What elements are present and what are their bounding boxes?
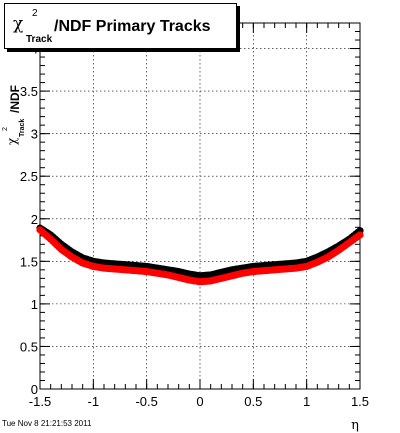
y-tick-label: 2 xyxy=(31,212,38,227)
y-axis-title-rest: /NDF xyxy=(8,85,22,113)
axis-ticks xyxy=(39,22,361,390)
data-markers xyxy=(36,224,364,286)
y-axis-title-subscript: Track xyxy=(19,119,26,137)
title-superscript: 2 xyxy=(32,8,38,19)
timestamp-footer: Tue Nov 8 21:21:53 2011 xyxy=(2,419,92,428)
chart-title-box: χ 2 Track /NDF Primary Tracks xyxy=(4,3,237,49)
title-chi-symbol: χ xyxy=(13,14,24,34)
x-tick-label: 0.5 xyxy=(244,394,262,409)
plot-frame xyxy=(39,22,361,390)
grid xyxy=(40,23,360,389)
tick-labels: -1.5 -1 -0.5 0 0.5 1 1.5 0 0.5 1 1.5 2 2.5 3 3.5 4 xyxy=(20,42,369,409)
x-axis-title: η xyxy=(351,418,359,433)
y-tick-label: 2.5 xyxy=(20,169,38,184)
title-subscript: Track xyxy=(26,34,53,45)
y-tick-label: 1.5 xyxy=(20,254,38,269)
x-tick-label: 1 xyxy=(303,394,310,409)
data-point-series-2 xyxy=(356,231,364,239)
y-tick-label: 4 xyxy=(31,42,38,57)
x-tick-label: -0.5 xyxy=(135,394,157,409)
y-axis-title: χ 2 Track /NDF xyxy=(2,85,26,145)
y-axis-title-symbol: χ xyxy=(5,137,19,145)
y-tick-label: 1 xyxy=(31,297,38,312)
y-tick-label: 0.5 xyxy=(20,339,38,354)
y-tick-label: 3.5 xyxy=(20,84,38,99)
x-tick-label: -1.5 xyxy=(29,394,51,409)
y-tick-label: 0 xyxy=(31,382,38,397)
y-tick-label: 3 xyxy=(31,127,38,142)
title-text: /NDF Primary Tracks xyxy=(54,18,211,35)
y-axis-title-superscript: 2 xyxy=(2,127,9,131)
x-tick-label: 1.5 xyxy=(351,394,369,409)
x-tick-label: -1 xyxy=(88,394,100,409)
x-tick-label: 0 xyxy=(196,394,203,409)
